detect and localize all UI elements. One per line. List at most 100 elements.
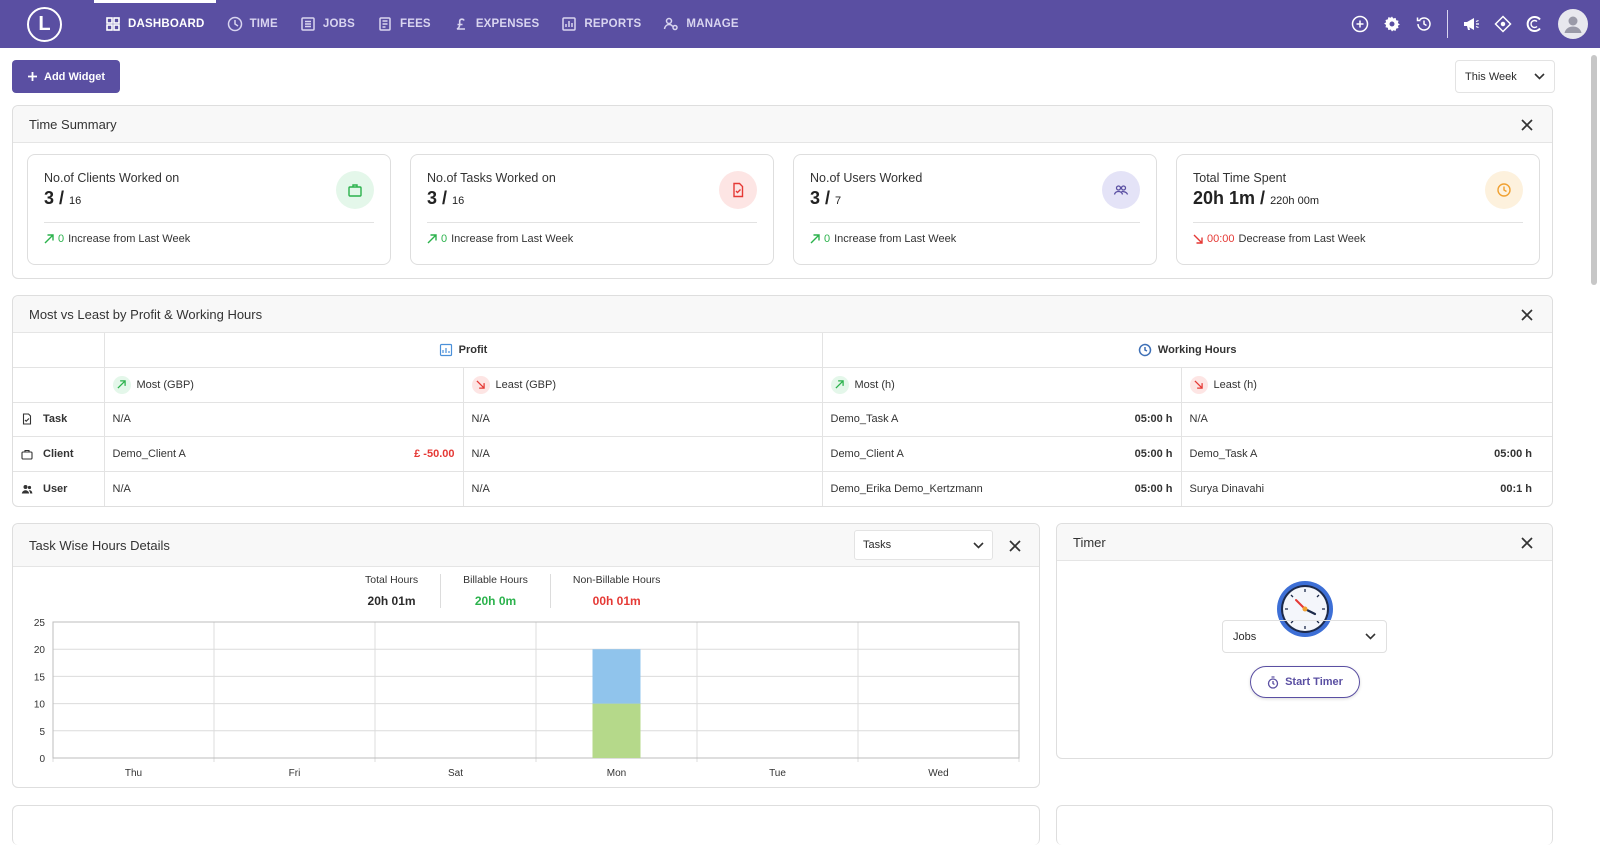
cell-value: 05:00 h [1134, 482, 1173, 495]
cell-name: N/A [112, 413, 131, 426]
cell-name: N/A [112, 482, 131, 495]
divider [1193, 222, 1523, 223]
stat-trend: 0 Increase from Last Week [44, 233, 190, 245]
cell-least-hours: Surya Dinavahi 00:1 h [1180, 470, 1552, 506]
close-icon[interactable] [1008, 539, 1022, 553]
divider [427, 222, 757, 223]
cell-least-profit: N/A [462, 436, 823, 472]
c-logo-icon[interactable] [1526, 15, 1544, 33]
row-header: Task [13, 401, 105, 437]
cell-most-profit: N/A [103, 470, 464, 506]
x-tick-label: Thu [125, 768, 142, 779]
nav-expenses[interactable]: EXPENSES [442, 0, 551, 48]
avatar[interactable] [1558, 9, 1588, 39]
pound-icon [456, 18, 465, 30]
timer-job-value: Jobs [1233, 630, 1257, 643]
arrow-up-right-icon [427, 234, 437, 244]
most-least-header: Most vs Least by Profit & Working Hours [13, 296, 1552, 333]
clock-icon [227, 16, 242, 32]
down-pill [471, 375, 490, 394]
divider [810, 222, 1140, 223]
col-most-h: Most (h) [821, 367, 1182, 403]
arrow-up-right-icon [44, 234, 54, 244]
x-tick-label: Mon [607, 768, 626, 779]
row-header: User [13, 470, 105, 506]
briefcase-icon [348, 184, 362, 197]
app-logo[interactable]: L [27, 7, 62, 42]
nav-jobs-label: JOBS [322, 18, 355, 30]
nav-time[interactable]: TIME [216, 0, 289, 48]
timer-job-select[interactable]: Jobs [1222, 620, 1387, 653]
cell-most-profit: Demo_Client A £ -50.00 [103, 436, 464, 472]
arrow-up-right-icon [835, 380, 844, 389]
table-row-user: User N/A N/A Demo_Erika Demo_Kertzmann 05… [13, 470, 1552, 506]
document-icon [379, 17, 391, 31]
top-nav: L DASHBOARD TIME JOBS FEES EXPENSES REPO… [0, 0, 1600, 48]
period-select[interactable]: This Week [1455, 60, 1555, 93]
avatar-icon [1564, 16, 1582, 33]
bar-other-mon [592, 649, 641, 704]
stat-title: No.of Users Worked [810, 171, 923, 185]
nav-manage[interactable]: MANAGE [652, 0, 749, 48]
stat-total: 16 [452, 195, 465, 207]
most-least-panel: Most vs Least by Profit & Working Hours … [12, 295, 1553, 507]
cell-name: Demo_Client A [830, 447, 904, 460]
close-icon[interactable] [1520, 536, 1534, 550]
y-tick-label: 25 [34, 618, 46, 629]
stat-delta: 00:00 [1207, 233, 1235, 245]
down-pill [1189, 375, 1208, 394]
arrow-up-right-icon [117, 380, 126, 389]
clock-icon [1138, 343, 1152, 357]
billable-hours-value: 20h 0m [474, 594, 517, 608]
nav-reports[interactable]: REPORTS [550, 0, 652, 48]
billable-hours: Billable Hours 20h 0m [441, 574, 551, 608]
time-summary-header: Time Summary [13, 106, 1552, 143]
panel-title: Time Summary [29, 116, 117, 132]
up-pill [830, 375, 849, 394]
row-label: Client [43, 447, 74, 460]
stopwatch-icon [1267, 675, 1279, 689]
total-hours: Total Hours 20h 01m [343, 574, 442, 608]
nav-jobs[interactable]: JOBS [289, 0, 366, 48]
add-circle-icon[interactable] [1351, 15, 1369, 33]
settings-icon[interactable] [1383, 15, 1401, 33]
cell-most-hours: Demo_Erika Demo_Kertzmann 05:00 h [821, 470, 1182, 506]
stat-delta: 0 [824, 233, 831, 245]
megaphone-icon[interactable] [1462, 15, 1480, 33]
stat-trend: 00:00 Decrease from Last Week [1193, 233, 1366, 245]
user-icon [21, 484, 33, 493]
stat-total: 7 [835, 195, 842, 207]
add-widget-button[interactable]: Add Widget [12, 60, 120, 93]
start-timer-button[interactable]: Start Timer [1250, 666, 1360, 698]
nav-fees[interactable]: FEES [366, 0, 442, 48]
stat-current: 3 [44, 188, 55, 208]
task-file-icon [733, 182, 744, 198]
task-filter-select[interactable]: Tasks [854, 530, 993, 560]
close-icon[interactable] [1520, 118, 1534, 132]
cell-value: 05:00 h [1494, 447, 1532, 460]
clock-icon [1497, 183, 1511, 197]
diamond-icon[interactable] [1494, 15, 1512, 33]
close-icon[interactable] [1520, 308, 1534, 322]
arrow-down-right-icon [1194, 380, 1203, 389]
stat-delta: 0 [58, 233, 65, 245]
cell-name: N/A [1189, 413, 1208, 426]
col-least-gbp: Least (GBP) [462, 367, 823, 403]
hours-totals: Total Hours 20h 01m Billable Hours 20h 0… [343, 574, 682, 608]
table-corner [13, 367, 105, 403]
cell-value: 05:00 h [1134, 447, 1173, 460]
arrow-down-right-icon [476, 380, 485, 389]
chevron-down-icon [1534, 73, 1545, 80]
col-label: Most (h) [854, 378, 895, 391]
col-least-h: Least (h) [1180, 367, 1552, 403]
grid-icon [106, 17, 120, 31]
col-label: Least (h) [1213, 378, 1257, 391]
stat-icon-bg [719, 171, 757, 209]
briefcase-icon [21, 449, 33, 460]
scrollbar[interactable] [1591, 55, 1597, 285]
nav-dashboard[interactable]: DASHBOARD [94, 0, 216, 48]
users-icon [1113, 185, 1129, 195]
billable-hours-label: Billable Hours [463, 574, 528, 586]
total-hours-label: Total Hours [365, 574, 419, 586]
history-icon[interactable] [1415, 15, 1433, 33]
